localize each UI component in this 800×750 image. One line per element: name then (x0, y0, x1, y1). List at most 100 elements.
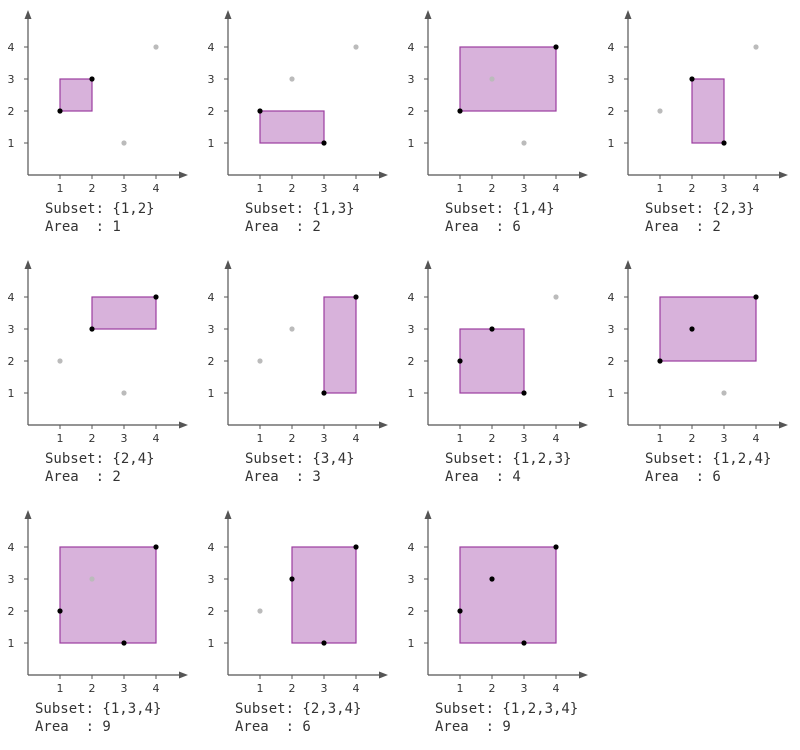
x-tick-label: 2 (89, 682, 96, 695)
y-tick-label: 3 (408, 323, 415, 336)
x-tick-label: 2 (89, 432, 96, 445)
x-tick-label: 2 (489, 682, 496, 695)
x-tick-label: 3 (521, 432, 528, 445)
x-tick-label: 1 (457, 682, 464, 695)
y-tick-label: 2 (408, 605, 415, 618)
y-tick-label: 1 (408, 387, 415, 400)
x-tick-label: 3 (521, 682, 528, 695)
x-tick-label: 4 (553, 432, 560, 445)
unselected-point-2 (89, 576, 95, 582)
subset-panel-3: 1 1 2 2 3 3 4 4 (408, 10, 588, 195)
selected-point-1 (457, 608, 463, 614)
x-tick-label: 3 (321, 182, 328, 195)
x-tick-label: 4 (753, 432, 760, 445)
y-tick-label: 4 (8, 41, 15, 54)
x-tick-label: 1 (57, 682, 64, 695)
area-caption: Area : 6 (645, 469, 721, 485)
unselected-point-3 (121, 390, 127, 396)
unselected-point-3 (521, 140, 527, 146)
y-tick-label: 2 (8, 605, 15, 618)
y-axis-arrow (224, 10, 232, 19)
x-axis-arrow (579, 421, 588, 429)
bounding-rectangle (459, 328, 525, 394)
y-axis-arrow (624, 260, 632, 269)
y-tick-label: 4 (208, 541, 215, 554)
x-tick-label: 1 (657, 432, 664, 445)
subset-panel-8: 1 1 2 2 3 3 4 4 (608, 260, 788, 445)
x-tick-label: 3 (321, 432, 328, 445)
selected-point-4 (153, 294, 159, 300)
y-tick-label: 4 (408, 41, 415, 54)
y-tick-label: 3 (408, 573, 415, 586)
unselected-point-1 (657, 108, 663, 114)
bounding-rectangle (323, 296, 357, 394)
selected-point-4 (353, 294, 359, 300)
x-axis-arrow (179, 171, 188, 179)
y-tick-label: 4 (608, 291, 615, 304)
area-caption: Area : 2 (245, 219, 321, 235)
y-axis-arrow (224, 260, 232, 269)
x-tick-label: 2 (289, 182, 296, 195)
selected-point-4 (153, 544, 159, 550)
subset-caption: Subset: {1,4} (445, 201, 555, 217)
y-axis-arrow (424, 10, 432, 19)
y-tick-label: 3 (8, 573, 15, 586)
subset-caption: Subset: {2,3} (645, 201, 755, 217)
selected-point-2 (289, 576, 295, 582)
bounding-rectangle (459, 46, 557, 112)
x-axis-arrow (179, 421, 188, 429)
y-tick-label: 2 (608, 355, 615, 368)
selected-point-2 (689, 326, 695, 332)
selected-point-3 (321, 140, 327, 146)
subset-caption: Subset: {1,3,4} (35, 701, 162, 717)
subset-panel-7: 1 1 2 2 3 3 4 4 (408, 260, 588, 445)
x-tick-label: 1 (657, 182, 664, 195)
y-tick-label: 4 (208, 291, 215, 304)
x-tick-label: 3 (121, 182, 128, 195)
unselected-point-2 (489, 76, 495, 82)
x-tick-label: 3 (121, 682, 128, 695)
subset-panel-9: 1 1 2 2 3 3 4 4 (8, 510, 188, 695)
y-tick-label: 3 (8, 323, 15, 336)
selected-point-3 (121, 640, 127, 646)
y-tick-label: 4 (8, 291, 15, 304)
y-tick-label: 1 (8, 137, 15, 150)
x-axis-arrow (779, 171, 788, 179)
area-caption: Area : 4 (445, 469, 521, 485)
subset-caption: Subset: {1,2} (45, 201, 155, 217)
y-tick-label: 3 (8, 73, 15, 86)
y-tick-label: 1 (208, 637, 215, 650)
area-caption: Area : 2 (45, 469, 121, 485)
selected-point-3 (321, 640, 327, 646)
unselected-point-4 (553, 294, 559, 300)
bounding-rectangle (259, 110, 325, 144)
x-tick-label: 4 (753, 182, 760, 195)
unselected-point-4 (353, 44, 359, 50)
y-tick-label: 2 (608, 105, 615, 118)
unselected-point-4 (753, 44, 759, 50)
selected-point-2 (489, 576, 495, 582)
y-tick-label: 1 (8, 387, 15, 400)
x-tick-label: 3 (321, 682, 328, 695)
subset-panel-2: 1 1 2 2 3 3 4 4 (208, 10, 388, 195)
x-tick-label: 4 (153, 182, 160, 195)
x-tick-label: 4 (153, 432, 160, 445)
bounding-rectangle (691, 78, 725, 144)
x-tick-label: 1 (257, 682, 264, 695)
x-tick-label: 4 (153, 682, 160, 695)
unselected-point-4 (153, 44, 159, 50)
bounding-rectangle (91, 296, 157, 330)
y-axis-arrow (224, 510, 232, 519)
unselected-point-3 (721, 390, 727, 396)
x-tick-label: 1 (457, 432, 464, 445)
y-tick-label: 1 (408, 637, 415, 650)
subset-caption: Subset: {1,3} (245, 201, 355, 217)
y-tick-label: 3 (208, 323, 215, 336)
subset-panel-10: 1 1 2 2 3 3 4 4 (208, 510, 388, 695)
y-tick-label: 2 (8, 355, 15, 368)
subset-caption: Subset: {1,2,3,4} (435, 701, 579, 717)
bounding-rectangle (291, 546, 357, 644)
x-tick-label: 1 (257, 182, 264, 195)
x-tick-label: 2 (89, 182, 96, 195)
